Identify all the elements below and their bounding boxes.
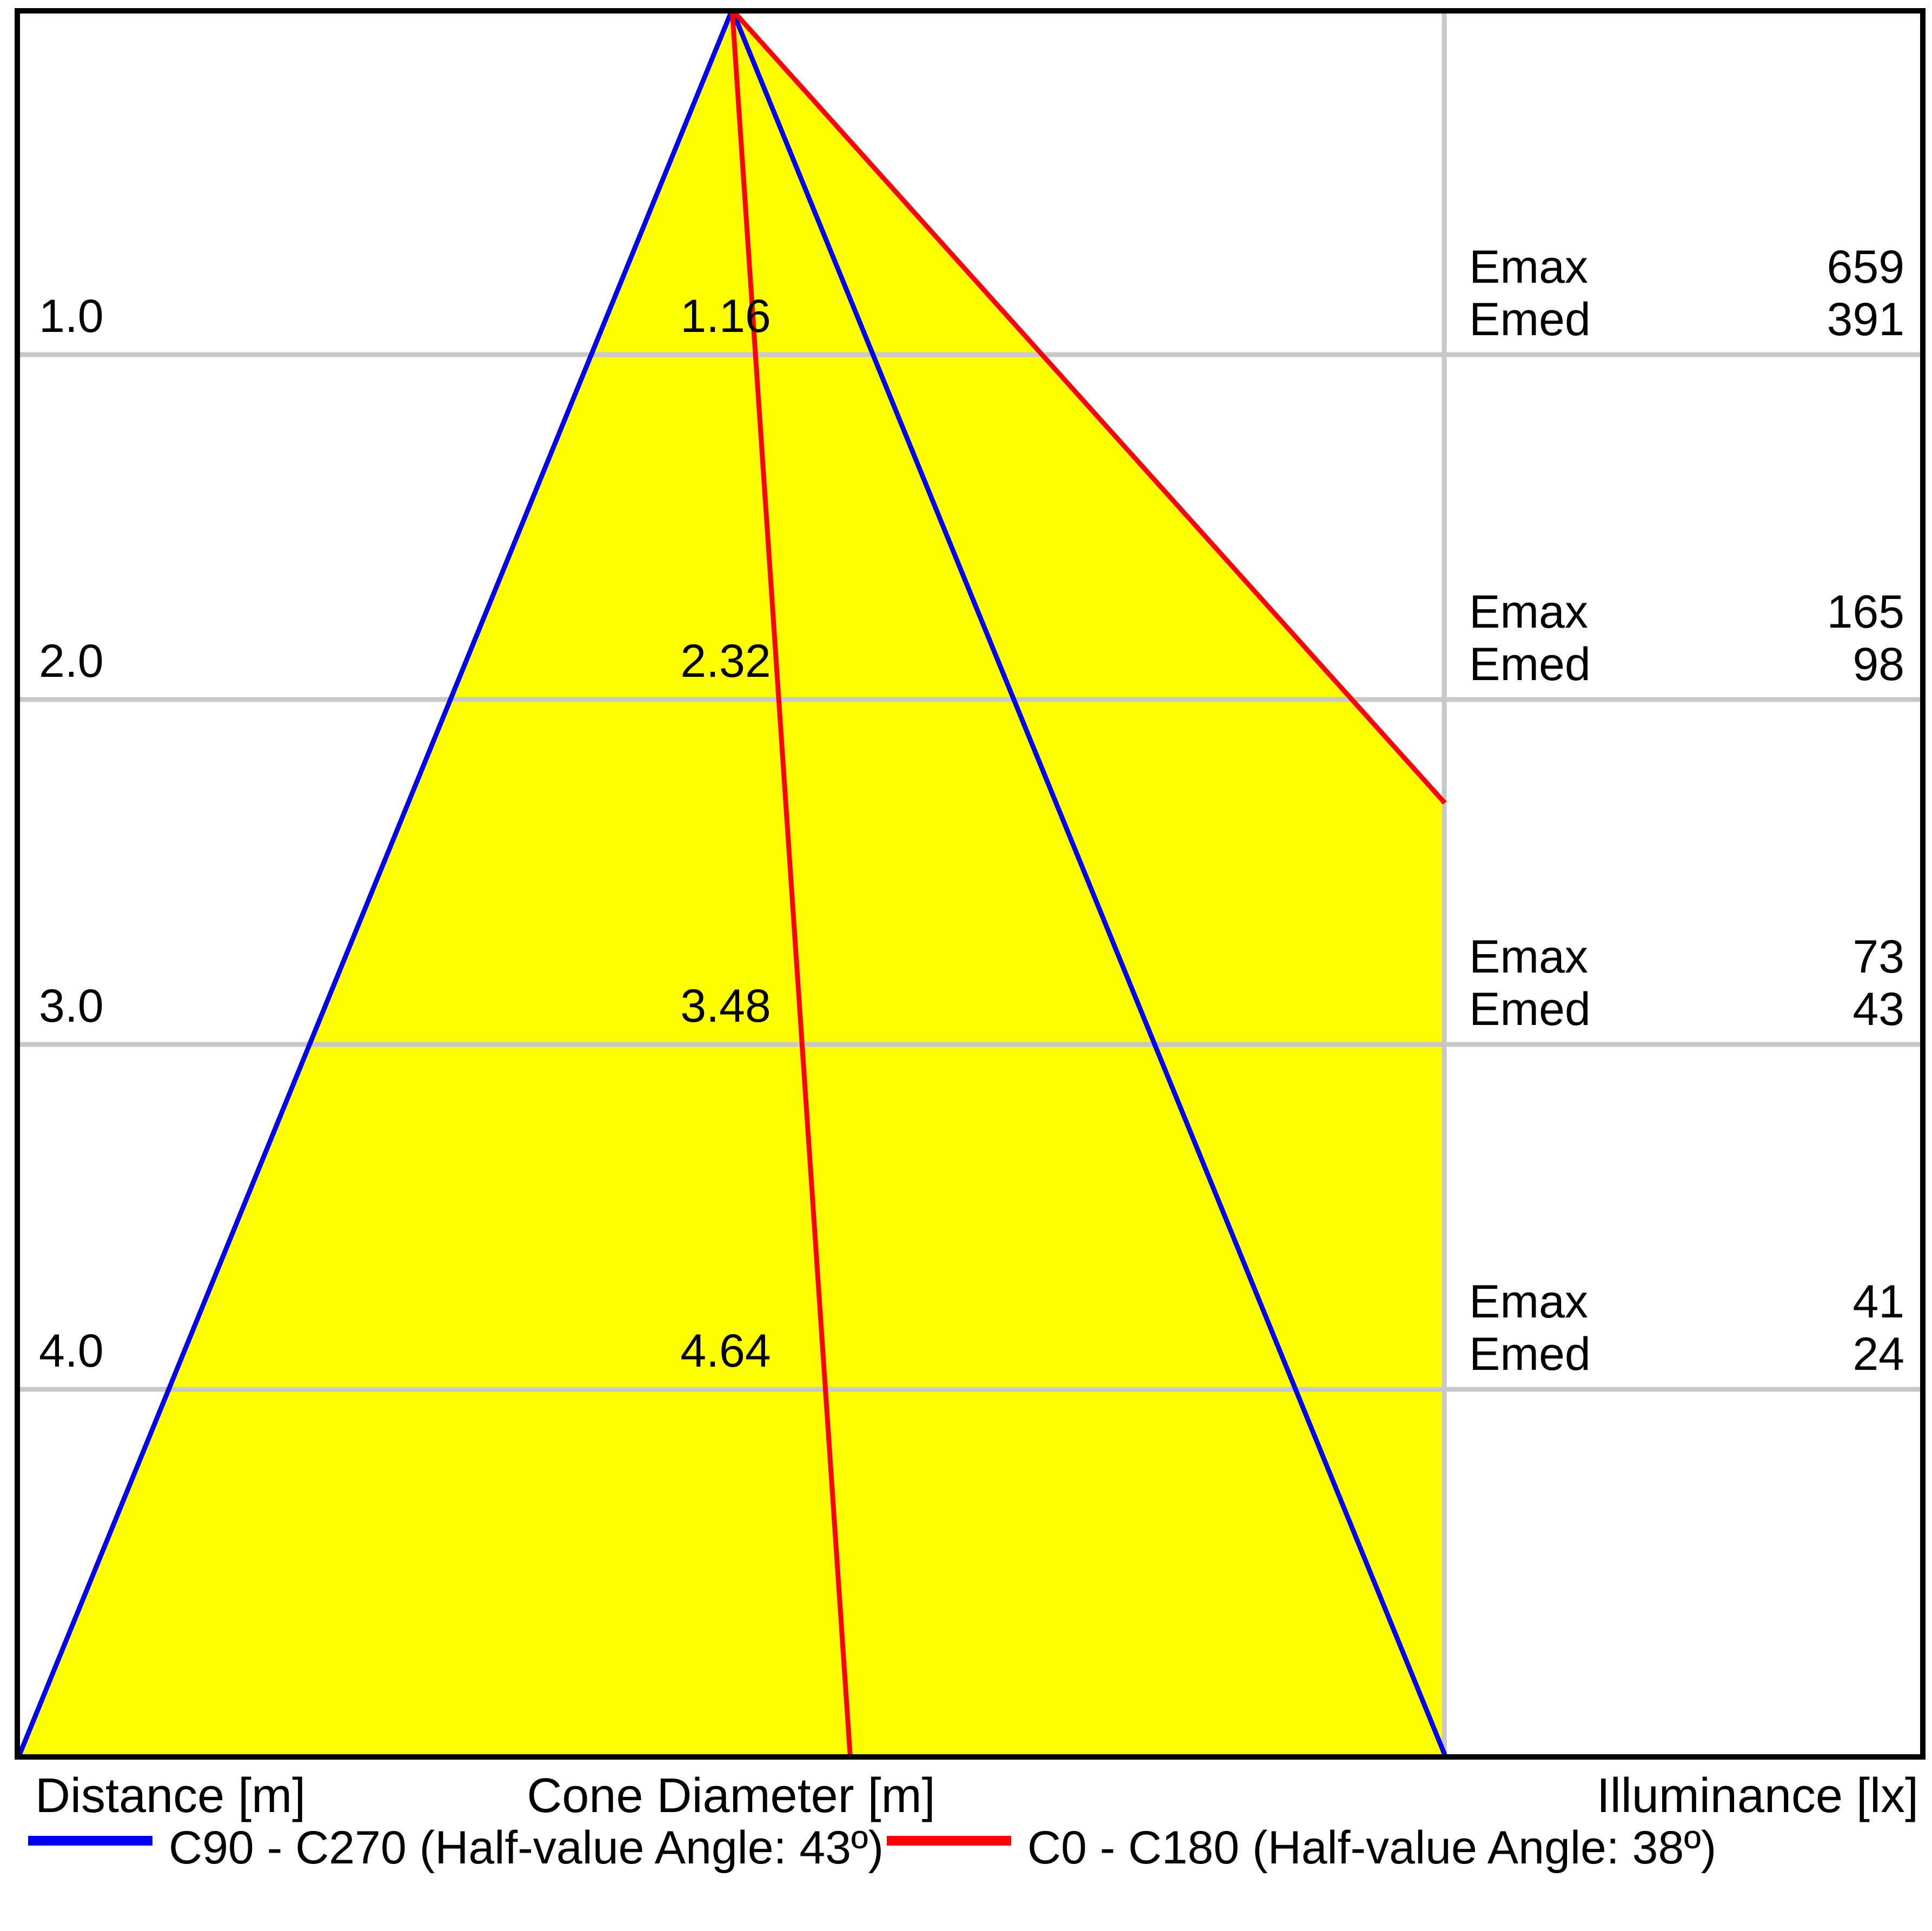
legend-label-c0-c180: C0 - C180 (Half-value Angle: 38º) bbox=[1027, 1822, 1716, 1874]
distance-tick-label: 1.0 bbox=[39, 290, 104, 342]
c90-c270-edge-left bbox=[17, 9, 735, 1756]
emax-label: Emax bbox=[1469, 241, 1588, 293]
distance-axis-label: Distance [m] bbox=[35, 1769, 306, 1823]
distance-tick-label: 2.0 bbox=[39, 635, 104, 687]
emed-value: 391 bbox=[1827, 294, 1905, 345]
emax-value: 41 bbox=[1853, 1276, 1904, 1328]
emed-value: 98 bbox=[1853, 638, 1904, 690]
emed-label: Emed bbox=[1469, 983, 1591, 1035]
light-cone-fill bbox=[19, 10, 1445, 1755]
cone-diameter-value: 1.16 bbox=[680, 290, 771, 342]
cone-diameter-value: 4.64 bbox=[680, 1325, 771, 1377]
emax-label: Emax bbox=[1469, 1276, 1588, 1328]
emed-label: Emed bbox=[1469, 638, 1591, 690]
distance-tick-label: 4.0 bbox=[39, 1325, 104, 1377]
emax-value: 73 bbox=[1853, 931, 1904, 983]
c0-c180-edge-left bbox=[729, 9, 853, 1755]
emax-label: Emax bbox=[1469, 931, 1588, 983]
cone-diameter-value: 3.48 bbox=[680, 980, 771, 1032]
cone-diameter-value: 2.32 bbox=[680, 635, 771, 687]
emax-label: Emax bbox=[1469, 586, 1588, 638]
emed-value: 24 bbox=[1853, 1328, 1904, 1380]
emax-value: 165 bbox=[1827, 586, 1905, 638]
emed-label: Emed bbox=[1469, 1328, 1591, 1380]
illuminance-axis-label: Illuminance [lx] bbox=[1597, 1769, 1918, 1823]
legend-swatch-c0-c180 bbox=[887, 1836, 1011, 1846]
c0-c180-edge-right bbox=[730, 8, 1447, 805]
emed-value: 43 bbox=[1853, 983, 1904, 1035]
distance-tick-label: 3.0 bbox=[39, 980, 104, 1032]
emax-value: 659 bbox=[1827, 241, 1905, 293]
chart-frame bbox=[15, 8, 1926, 1760]
legend-label-c90-c270: C90 - C270 (Half-value Angle: 43º) bbox=[169, 1822, 884, 1874]
cone-axis-label: Cone Diameter [m] bbox=[527, 1769, 935, 1823]
emed-label: Emed bbox=[1469, 294, 1591, 345]
legend-swatch-c90-c270 bbox=[28, 1836, 152, 1846]
c90-c270-edge-right bbox=[729, 9, 1448, 1756]
